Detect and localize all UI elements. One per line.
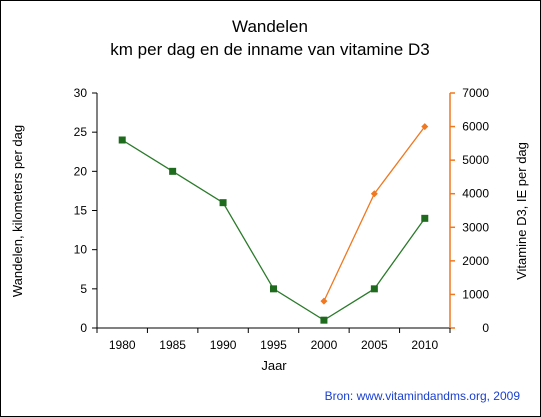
series-1-point [320, 316, 328, 324]
x-axis-label: Jaar [261, 358, 287, 373]
series-1-point [370, 285, 378, 293]
y2-tick-label: 0 [482, 321, 489, 335]
series-line-2 [323, 126, 426, 302]
x-tick-label: 2000 [311, 338, 338, 352]
y2-tick-label: 5000 [462, 153, 489, 167]
x-tick-label: 2010 [411, 338, 438, 352]
x-tick-label: 1995 [260, 338, 287, 352]
y2-tick-label: 7000 [462, 86, 489, 100]
y-axis-label: Wandelen, kilometers per dag [10, 125, 25, 297]
y-tick-label: 15 [74, 204, 88, 218]
series-1-point [219, 199, 227, 207]
source-note: Bron: www.vitamindandms.org, 2009 [325, 389, 521, 403]
y2-tick-label: 6000 [462, 120, 489, 134]
y2-tick-label: 3000 [462, 220, 489, 234]
plot-area: 0 5 10 15 20 25 30 0 1000 2000 3000 4000 5000 6000 700… [74, 86, 490, 352]
x-tick-label: 1980 [109, 338, 136, 352]
y2-tick-label: 1000 [462, 287, 489, 301]
x-tick-label: 2005 [361, 338, 388, 352]
chart-title: Wandelen [232, 17, 308, 36]
x-tick-label: 1990 [210, 338, 237, 352]
y-tick-label: 20 [74, 164, 88, 178]
chart-subtitle: km per dag en de inname van vitamine D3 [110, 40, 429, 59]
y2-tick-label: 2000 [462, 254, 489, 268]
y-tick-label: 5 [80, 282, 87, 296]
y-tick-label: 30 [74, 86, 88, 100]
y-tick-label: 25 [74, 125, 88, 139]
y-tick-label: 0 [80, 321, 87, 335]
series-2-point [421, 123, 429, 131]
series-1-point [421, 214, 429, 222]
series-1-point [169, 167, 177, 175]
x-tick-label: 1985 [159, 338, 186, 352]
series-2-point [320, 297, 328, 305]
y2-tick-label: 4000 [462, 187, 489, 201]
series-line-1 [121, 139, 426, 321]
series-2-point [370, 190, 378, 198]
y2-axis-label: Vitamine D3, IE per dag [514, 142, 529, 280]
y-tick-label: 10 [74, 243, 88, 257]
series-1-point [270, 285, 277, 293]
series-1-point [118, 136, 126, 144]
